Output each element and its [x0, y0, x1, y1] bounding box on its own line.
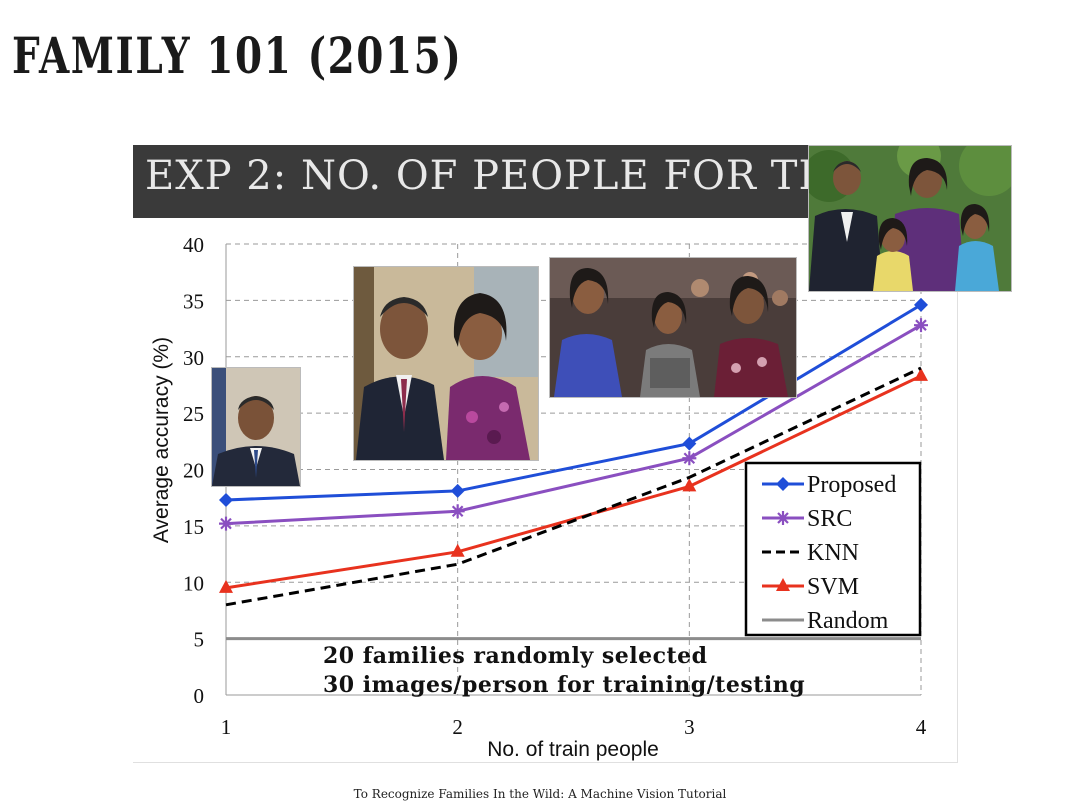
series-src-point [914, 318, 928, 333]
legend-random-label: Random [807, 608, 889, 634]
legend-src-label: SRC [807, 506, 852, 532]
four-people-photo [808, 145, 1012, 292]
y-tick-label: 15 [183, 515, 204, 539]
legend-src-marker [776, 511, 790, 525]
series-proposed-point [682, 436, 697, 451]
y-tick-label: 30 [183, 346, 204, 370]
y-tick-label: 10 [183, 571, 204, 595]
y-tick-label: 35 [183, 289, 204, 313]
annotation-text: 20 families randomly selected [323, 643, 708, 669]
two-people-photo [353, 266, 539, 461]
legend-proposed-marker [776, 477, 790, 491]
y-tick-label: 25 [183, 402, 204, 426]
single-person-photo [211, 367, 301, 487]
three-people-photo [549, 257, 797, 398]
series-svm-line [225, 374, 922, 590]
y-tick-label: 40 [183, 233, 204, 257]
y-tick-label: 20 [183, 459, 204, 483]
legend-box [744, 461, 922, 637]
series-proposed-point [914, 297, 928, 312]
x-tick-label: 3 [684, 715, 695, 739]
x-tick-label: 1 [221, 715, 232, 739]
series-proposed-point [219, 492, 233, 507]
series-svm-point [682, 478, 697, 492]
series-src-point [450, 504, 465, 519]
y-tick-label: 5 [194, 628, 205, 652]
legend-svm-label: SVM [807, 574, 859, 600]
legend-svm-marker [776, 578, 790, 591]
y-tick-label: 0 [194, 684, 205, 708]
x-axis-label: No. of train people [487, 738, 659, 761]
legend-proposed-label: Proposed [807, 472, 896, 498]
legend-knn-label: KNN [807, 540, 859, 566]
series-src-point [682, 451, 697, 466]
footer-citation: To Recognize Families In the Wild: A Mac… [353, 787, 727, 801]
series-knn-line [225, 366, 922, 607]
annotation-text: 30 images/person for training/testing [323, 672, 805, 698]
series-svm-point [914, 367, 928, 381]
series-svm-point [219, 579, 233, 593]
series-src-line [225, 323, 922, 526]
slide-title: FAMILY 101 (2015) [12, 26, 463, 85]
series-proposed-line [225, 303, 922, 502]
y-axis-label: Average accuracy (%) [150, 337, 173, 543]
x-tick-label: 2 [452, 715, 463, 739]
series-src-point [219, 516, 233, 531]
series-proposed-point [450, 483, 465, 498]
x-tick-label: 4 [916, 715, 927, 739]
series-svm-point [450, 543, 465, 557]
panel-header-text: EXP 2: NO. OF PEOPLE FOR TRA [145, 153, 860, 199]
